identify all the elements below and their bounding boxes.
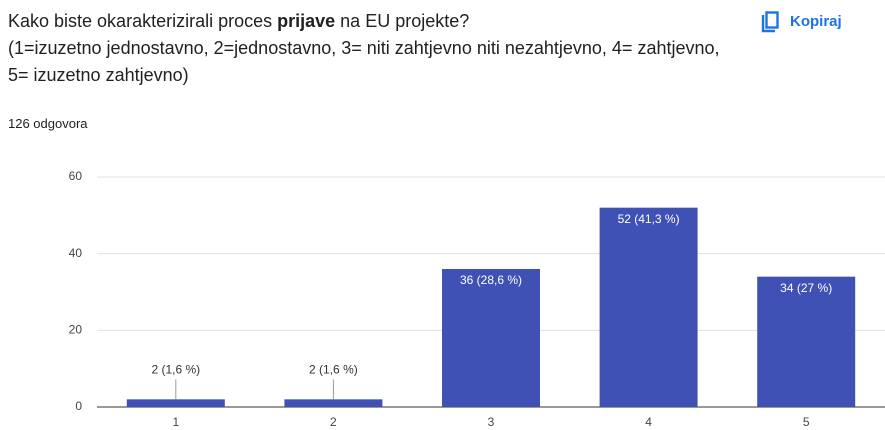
title-part: na EU projekte? [335,11,470,31]
title-part: Kako biste okarakterizirali proces [8,11,278,31]
question-title: Kako biste okarakterizirali proces prija… [8,11,469,31]
question-subtitle: (1=izuzetno jednostavno, 2=jednostavno, … [8,38,720,85]
y-tick-label: 20 [69,323,83,337]
response-count: 126 odgovora [8,116,88,131]
bar [284,399,383,407]
bar [442,269,540,407]
y-tick-label: 40 [69,246,83,260]
value-label: 36 (28,6 %) [460,273,522,287]
x-tick-label: 5 [803,415,810,429]
x-tick-label: 3 [488,415,495,429]
value-label: 52 (41,3 %) [618,212,680,226]
value-label: 2 (1,6 %) [309,363,358,377]
title-part: prijave [277,11,336,31]
x-tick-label: 1 [172,415,179,429]
bar [126,399,225,407]
y-tick-label: 60 [69,169,83,183]
question: Kako biste okarakterizirali proces prija… [8,8,728,89]
value-label: 2 (1,6 %) [151,363,200,377]
value-label: 34 (27 %) [780,281,832,295]
x-tick-label: 2 [330,415,337,429]
y-tick-label: 0 [75,399,82,413]
copy-button[interactable]: Kopiraj [760,8,842,35]
bar [599,207,698,407]
x-tick-label: 4 [645,415,652,429]
copy-label: Kopiraj [790,13,842,30]
bar [757,276,856,407]
copy-icon [761,10,779,32]
